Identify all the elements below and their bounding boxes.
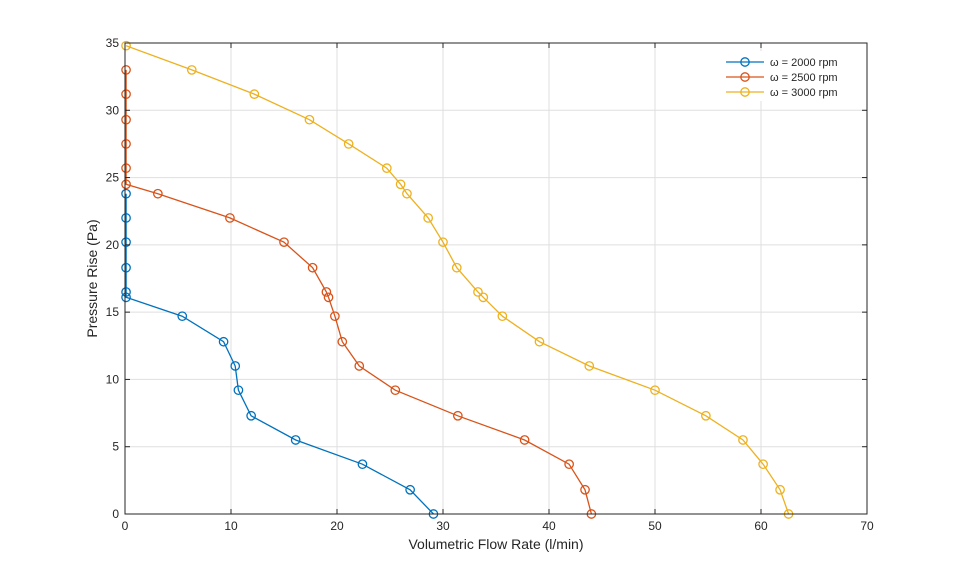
axes-box	[124, 42, 868, 515]
y-tick-label: 20	[106, 238, 120, 252]
data-point	[473, 287, 483, 297]
data-point	[177, 311, 188, 322]
x-axis-label: Volumetric Flow Rate (l/min)	[408, 536, 583, 552]
data-point	[343, 139, 354, 149]
data-point	[519, 435, 530, 445]
data-point	[121, 287, 131, 297]
data-point	[249, 89, 260, 99]
data-point	[233, 385, 244, 396]
data-point	[121, 237, 131, 248]
data-point	[438, 237, 448, 248]
data-point	[650, 385, 660, 396]
data-point	[564, 459, 574, 470]
data-point	[478, 292, 489, 303]
y-tick-label: 25	[106, 171, 120, 185]
data-point	[121, 114, 131, 125]
legend-marker	[740, 87, 750, 97]
data-point	[738, 435, 748, 445]
data-point	[290, 435, 301, 445]
axis-ticks: 0 10 20 30 40 50 60 70 0 5 10 15 20 25 30 35	[106, 36, 874, 533]
data-point	[497, 311, 508, 322]
data-point	[584, 361, 595, 371]
data-point	[330, 311, 340, 322]
data-point	[279, 237, 289, 248]
data-point	[381, 163, 392, 174]
x-tick-label: 20	[330, 519, 344, 533]
data-point	[121, 188, 131, 199]
data-point	[337, 336, 348, 347]
x-tick-label: 70	[860, 519, 874, 533]
data-point	[357, 459, 368, 470]
data-point	[121, 163, 131, 174]
y-tick-label: 35	[106, 36, 120, 50]
data-point	[423, 213, 434, 223]
data-point	[321, 287, 332, 297]
data-point	[354, 361, 365, 371]
data-point	[580, 484, 590, 495]
plot-area	[125, 43, 867, 514]
data-point	[121, 179, 131, 190]
y-tick-label: 10	[106, 372, 120, 386]
series-line	[125, 69, 593, 515]
y-tick-label: 30	[106, 103, 120, 117]
data-point	[402, 188, 412, 199]
data-point	[153, 188, 163, 199]
data-point	[186, 65, 197, 75]
y-axis-label: Pressure Rise (Pa)	[84, 219, 100, 337]
data-point	[395, 179, 406, 190]
x-tick-label: 40	[542, 519, 556, 533]
y-tick-label: 0	[112, 507, 119, 521]
data-point	[307, 262, 318, 273]
x-tick-label: 60	[754, 519, 768, 533]
data-point	[304, 114, 315, 125]
legend-entry-label: ω = 2500 rpm	[770, 72, 838, 84]
x-tick-label: 30	[436, 519, 450, 533]
data-point	[121, 213, 131, 223]
series-line	[125, 45, 790, 515]
x-tick-label: 0	[122, 519, 129, 533]
data-point	[323, 292, 334, 303]
legend-marker	[740, 57, 750, 67]
data-point	[121, 89, 131, 99]
data-point	[121, 262, 131, 273]
data-point	[121, 40, 131, 51]
data-point	[758, 459, 768, 470]
data-point	[246, 410, 256, 421]
data-point	[390, 385, 401, 396]
series-2	[121, 40, 794, 519]
legend: ω = 2000 rpm ω = 2500 rpm ω = 3000 rpm	[720, 51, 858, 101]
data-point	[121, 292, 131, 303]
data-point	[230, 361, 241, 371]
data-point	[775, 484, 785, 495]
legend-marker	[740, 72, 750, 82]
y-tick-label: 5	[112, 440, 119, 454]
data-point	[451, 262, 462, 273]
data-point	[534, 336, 545, 347]
x-tick-label: 10	[224, 519, 238, 533]
x-tick-label: 50	[648, 519, 662, 533]
series-line	[125, 193, 434, 515]
data-point	[121, 65, 131, 75]
legend-entry-label: ω = 2000 rpm	[770, 57, 838, 69]
y-tick-label: 15	[106, 305, 120, 319]
data-point	[225, 213, 235, 223]
data-point	[701, 410, 711, 421]
data-point	[452, 410, 463, 421]
data-point	[405, 484, 415, 495]
data-point	[218, 336, 229, 347]
legend-entry-label: ω = 3000 rpm	[770, 87, 838, 99]
data-point	[121, 139, 131, 149]
legend-box	[720, 51, 858, 101]
